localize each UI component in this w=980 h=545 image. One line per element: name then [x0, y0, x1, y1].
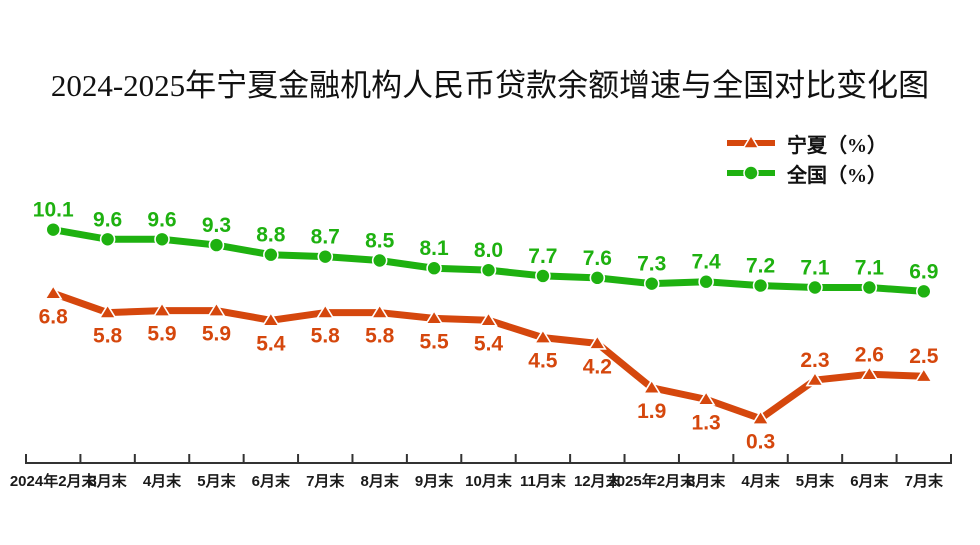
ningxia-data-label: 1.9	[637, 400, 666, 423]
national-marker-circle-icon	[426, 260, 442, 277]
national-marker-circle-icon	[535, 268, 551, 284]
x-axis-label: 5月末	[796, 472, 835, 490]
x-axis-label: 6月末	[850, 472, 889, 490]
ningxia-data-label: 5.9	[147, 323, 176, 346]
x-axis-label: 11月末	[520, 472, 567, 490]
ningxia-marker-triangle-icon	[370, 303, 390, 319]
ningxia-line-triangle-icon	[727, 134, 775, 149]
national-marker-circle-icon	[480, 262, 497, 278]
national-marker-circle-icon	[861, 279, 878, 296]
legend-item-national: 全国（%）	[726, 160, 887, 187]
legend-label-national: 全国（%）	[787, 164, 887, 187]
national-data-label: 8.7	[311, 226, 340, 249]
x-axis-label: 4月末	[741, 472, 780, 490]
ningxia-data-label: 4.2	[583, 355, 612, 378]
ningxia-marker-triangle-icon	[261, 311, 281, 327]
national-data-label: 9.6	[147, 208, 176, 231]
x-axis-label: 6月末	[252, 472, 291, 490]
x-axis-label: 12月末	[574, 472, 622, 490]
national-data-label: 7.2	[746, 255, 775, 278]
national-marker-circle-icon	[643, 275, 660, 292]
legend: 宁夏（%） 全国（%）	[726, 130, 887, 187]
ningxia-data-label: 5.5	[419, 330, 449, 353]
national-marker-circle-icon	[915, 283, 932, 300]
ningxia-marker-triangle-icon	[642, 378, 662, 395]
national-data-label: 6.9	[909, 260, 938, 283]
national-marker-circle-icon	[752, 277, 769, 294]
national-marker-circle-icon	[698, 273, 714, 290]
x-axis-label: 7月末	[905, 472, 944, 490]
ningxia-data-label: 5.8	[93, 325, 123, 348]
ningxia-marker-triangle-icon	[98, 303, 118, 319]
national-marker-circle-icon	[99, 231, 116, 248]
ningxia-data-label: 2.3	[800, 349, 829, 372]
ningxia-data-label: 1.3	[692, 411, 721, 434]
national-data-label: 7.6	[583, 247, 612, 270]
ningxia-data-label: 5.4	[256, 332, 286, 355]
ningxia-data-label: 2.6	[855, 343, 884, 366]
x-axis-label: 10月末	[465, 472, 513, 490]
x-axis-label: 7月末	[306, 472, 345, 490]
national-data-label: 9.3	[202, 214, 231, 237]
ningxia-data-label: 5.8	[365, 325, 395, 348]
ningxia-data-label: 4.5	[528, 350, 558, 373]
national-marker-circle-icon	[371, 252, 388, 269]
national-data-label: 7.4	[692, 251, 722, 274]
ningxia-marker-triangle-icon	[533, 328, 553, 344]
x-axis-label: 4月末	[143, 472, 182, 490]
ningxia-marker-triangle-icon	[914, 367, 934, 383]
ningxia-marker-triangle-icon	[696, 390, 716, 406]
ningxia-data-label: 6.8	[39, 305, 69, 328]
national-marker-circle-icon	[208, 237, 225, 253]
national-data-label: 7.1	[800, 257, 830, 280]
ningxia-marker-triangle-icon	[859, 365, 879, 381]
x-axis-label: 2025年2月末	[608, 472, 696, 490]
national-data-label: 8.5	[365, 230, 395, 253]
ningxia-marker-triangle-icon	[751, 409, 770, 425]
ningxia-marker-triangle-icon	[479, 311, 498, 327]
national-marker-circle-icon	[263, 246, 279, 263]
ningxia-data-label: 2.5	[909, 345, 939, 368]
chart-title: 2024-2025年宁夏金融机构人民币贷款余额增速与全国对比变化图	[50, 68, 930, 103]
national-data-label: 9.6	[93, 208, 122, 231]
x-axis-label: 5月末	[197, 472, 236, 490]
ningxia-marker-triangle-icon	[152, 301, 172, 317]
x-axis-label: 2024年2月末	[10, 472, 98, 490]
national-data-label: 8.8	[256, 224, 286, 247]
national-marker-circle-icon	[45, 221, 62, 238]
x-axis-label: 8月末	[361, 472, 400, 490]
ningxia-marker-triangle-icon	[587, 334, 607, 350]
ningxia-data-label: 5.8	[311, 325, 341, 348]
legend-label-ningxia: 宁夏（%）	[787, 134, 887, 157]
ningxia-marker-triangle-icon	[424, 309, 444, 325]
ningxia-marker-triangle-icon	[207, 301, 226, 317]
national-line-circle-icon	[727, 165, 775, 181]
ningxia-marker-triangle-icon	[805, 371, 825, 387]
national-data-label: 7.1	[855, 257, 885, 280]
ningxia-data-label: 5.9	[202, 323, 231, 346]
national-marker-circle-icon	[589, 270, 606, 286]
national-data-label: 7.3	[637, 253, 666, 276]
national-data-label: 7.7	[528, 245, 557, 268]
national-marker-circle-icon	[154, 231, 170, 248]
national-data-label: 10.1	[33, 199, 74, 222]
national-marker-circle-icon	[807, 279, 823, 296]
national-data-label: 8.1	[419, 237, 449, 260]
x-axis-label: 3月末	[687, 472, 726, 490]
x-axis-label: 3月末	[88, 472, 127, 490]
ningxia-data-label: 5.4	[474, 332, 504, 355]
x-axis-label: 9月末	[415, 472, 454, 490]
ningxia-marker-triangle-icon	[315, 303, 335, 319]
legend-item-ningxia: 宁夏（%）	[726, 130, 887, 157]
national-data-label: 8.0	[474, 239, 503, 262]
national-marker-circle-icon	[317, 248, 334, 265]
ningxia-data-label: 0.3	[746, 431, 775, 454]
ningxia-marker-triangle-icon	[43, 284, 63, 300]
